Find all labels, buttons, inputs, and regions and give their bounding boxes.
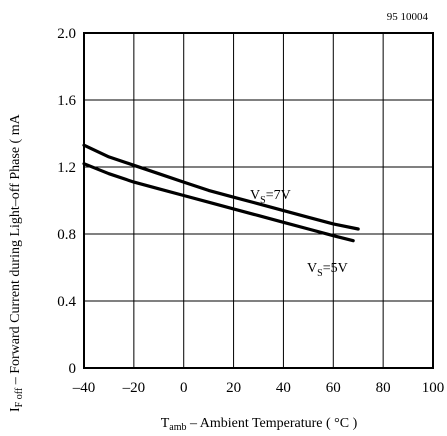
x-tick-label: 80 <box>376 380 391 396</box>
figure-code: 95 10004 <box>387 11 429 23</box>
series-label-vs5: VS=5V <box>307 261 348 279</box>
x-tick-label: 0 <box>180 380 188 396</box>
x-tick-labels: –40 –20 0 20 40 60 80 100 <box>72 380 445 396</box>
y-tick-label: 0 <box>69 361 77 377</box>
x-tick-label: –40 <box>72 380 96 396</box>
series-line-1 <box>82 162 355 243</box>
x-tick-label: 40 <box>276 380 291 396</box>
series-label-vs7: VS=7V <box>250 188 291 206</box>
y-tick-label: 0.4 <box>57 294 76 310</box>
curves <box>82 143 360 243</box>
plot-frame <box>83 32 434 369</box>
y-tick-label: 2.0 <box>57 26 76 42</box>
y-tick-label: 0.8 <box>57 227 76 243</box>
series-line-0 <box>82 143 360 231</box>
y-tick-label: 1.2 <box>57 160 76 176</box>
x-axis-title: Tamb – Ambient Temperature ( °C ) <box>161 416 358 433</box>
x-tick-label: 100 <box>422 380 445 396</box>
y-axis-title: IF off – Forward Current during Light–of… <box>8 113 25 412</box>
x-tick-label: 20 <box>226 380 241 396</box>
y-tick-labels: 0 0.4 0.8 1.2 1.6 2.0 <box>57 26 76 377</box>
y-tick-label: 1.6 <box>57 93 76 109</box>
x-tick-label: 60 <box>326 380 341 396</box>
x-tick-label: –20 <box>122 380 146 396</box>
